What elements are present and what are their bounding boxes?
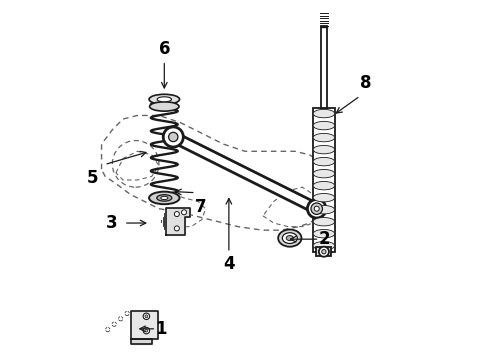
Ellipse shape	[313, 121, 335, 130]
Ellipse shape	[313, 170, 335, 178]
Circle shape	[163, 127, 183, 147]
Circle shape	[181, 210, 187, 215]
Text: 1: 1	[155, 320, 167, 338]
Text: 7: 7	[195, 198, 206, 216]
Circle shape	[145, 315, 148, 318]
Ellipse shape	[278, 229, 301, 247]
Ellipse shape	[149, 192, 179, 204]
Polygon shape	[131, 311, 158, 339]
Ellipse shape	[313, 109, 335, 118]
Polygon shape	[166, 208, 190, 235]
Ellipse shape	[313, 242, 335, 250]
Circle shape	[311, 203, 322, 215]
Circle shape	[145, 329, 148, 332]
Circle shape	[307, 199, 326, 218]
Ellipse shape	[286, 235, 294, 240]
Polygon shape	[171, 132, 319, 213]
Ellipse shape	[313, 145, 335, 154]
Ellipse shape	[313, 193, 335, 202]
Ellipse shape	[313, 157, 335, 166]
Ellipse shape	[157, 97, 171, 102]
Polygon shape	[131, 339, 152, 343]
Ellipse shape	[313, 206, 335, 214]
Text: 5: 5	[86, 169, 98, 187]
Text: 4: 4	[223, 255, 235, 273]
Circle shape	[174, 212, 179, 217]
Text: 8: 8	[360, 74, 371, 92]
Circle shape	[314, 206, 319, 211]
Circle shape	[143, 313, 149, 319]
Text: 2: 2	[318, 230, 330, 248]
Ellipse shape	[161, 196, 168, 199]
Ellipse shape	[282, 233, 297, 243]
Circle shape	[174, 226, 179, 231]
Bar	[317, 247, 331, 256]
Ellipse shape	[149, 102, 179, 111]
Bar	[313, 108, 335, 252]
Ellipse shape	[313, 134, 335, 142]
Ellipse shape	[157, 195, 172, 201]
Circle shape	[169, 132, 178, 141]
Circle shape	[319, 247, 329, 257]
Circle shape	[322, 249, 326, 254]
Ellipse shape	[313, 181, 335, 190]
Ellipse shape	[149, 94, 179, 104]
Ellipse shape	[313, 217, 335, 226]
Text: 3: 3	[106, 214, 118, 232]
Circle shape	[143, 327, 149, 334]
Bar	[321, 26, 327, 108]
Text: 6: 6	[159, 40, 170, 58]
Ellipse shape	[313, 229, 335, 238]
